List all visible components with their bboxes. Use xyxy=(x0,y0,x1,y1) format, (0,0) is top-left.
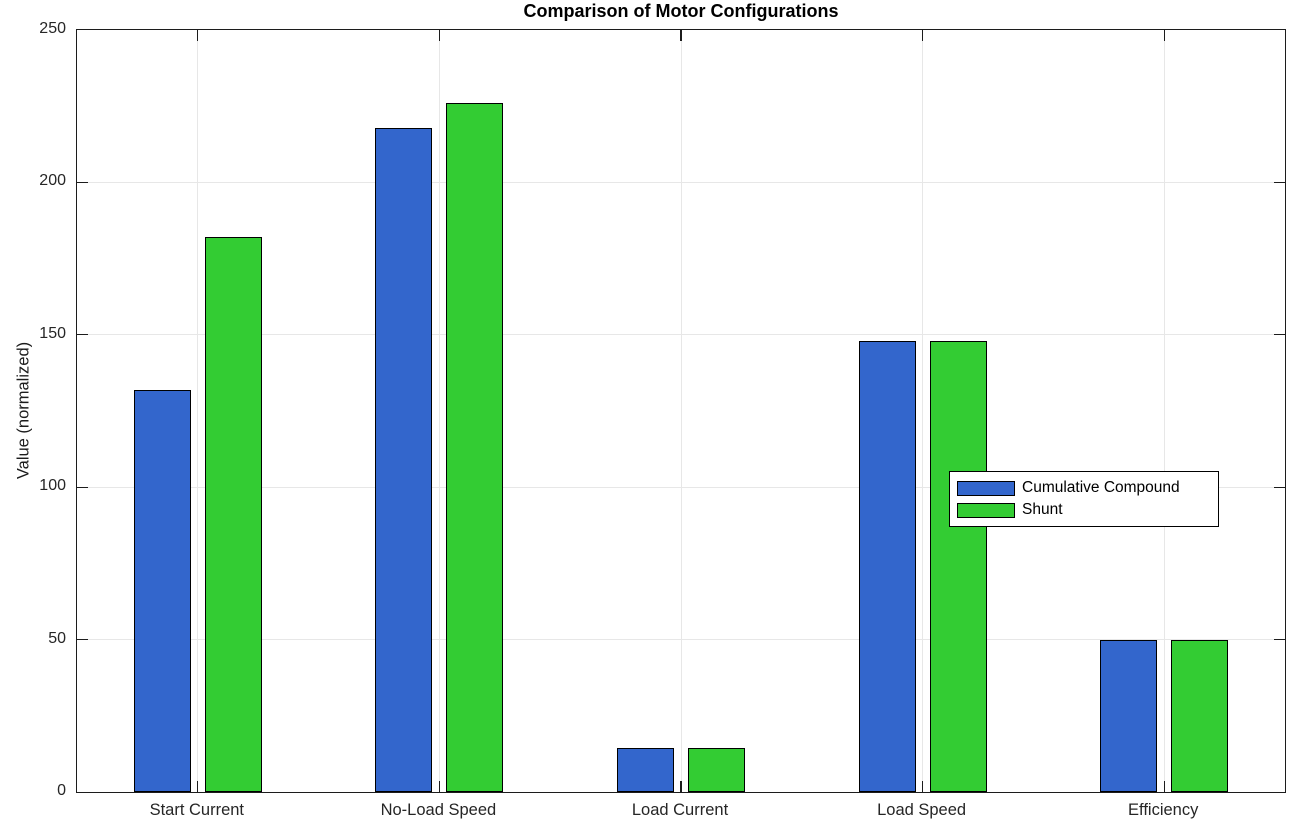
legend-label: Cumulative Compound xyxy=(1022,479,1180,496)
gridline-vertical xyxy=(922,30,924,792)
gridline-vertical xyxy=(1163,30,1165,792)
x-tick-mark-bottom xyxy=(680,781,682,792)
y-tick-label: 250 xyxy=(39,20,66,37)
bar-shunt-no-load-speed xyxy=(446,103,504,792)
bar-cumulative-compound-load-current xyxy=(617,747,674,792)
y-tick-mark-left xyxy=(77,334,88,336)
legend-item: Shunt xyxy=(957,499,1210,521)
y-tick-label: 200 xyxy=(39,172,66,190)
x-tick-label: Efficiency xyxy=(1128,801,1199,819)
y-tick-mark-left xyxy=(77,486,88,488)
chart-title: Comparison of Motor Configurations xyxy=(523,1,839,21)
gridline-vertical xyxy=(438,30,440,792)
legend-item: Cumulative Compound xyxy=(957,477,1210,499)
legend-swatch-shunt xyxy=(957,502,1015,518)
legend: Cumulative Compound Shunt xyxy=(949,471,1219,527)
gridline-vertical xyxy=(197,30,199,792)
bar-cumulative-compound-no-load-speed xyxy=(375,127,433,792)
y-tick-label: 50 xyxy=(48,629,66,647)
x-tick-mark-bottom xyxy=(922,781,924,792)
bar-shunt-efficiency xyxy=(1171,639,1229,792)
y-tick-mark-right xyxy=(1274,334,1285,336)
x-tick-mark-top xyxy=(197,30,199,41)
bar-cumulative-compound-efficiency xyxy=(1100,639,1158,792)
x-tick-mark-bottom xyxy=(1163,781,1165,792)
x-tick-mark-bottom xyxy=(197,781,199,792)
x-tick-label: Load Current xyxy=(631,801,729,819)
x-tick-label: Start Current xyxy=(149,801,245,819)
x-tick-mark-top xyxy=(680,30,682,41)
x-tick-mark-top xyxy=(922,30,924,41)
x-tick-mark-bottom xyxy=(438,781,440,792)
bar-shunt-load-speed xyxy=(929,340,987,792)
x-tick-label: Load Speed xyxy=(877,801,967,819)
x-tick-mark-top xyxy=(438,30,440,41)
y-tick-mark-left xyxy=(77,639,88,641)
y-tick-label: 100 xyxy=(39,477,66,495)
x-tick-label: No-Load Speed xyxy=(380,801,497,819)
legend-label: Shunt xyxy=(1022,501,1063,518)
bar-shunt-load-current xyxy=(688,747,745,792)
y-tick-mark-right xyxy=(1274,639,1285,641)
y-tick-mark-right xyxy=(1274,181,1285,183)
legend-swatch-cumulative-compound xyxy=(957,480,1015,496)
gridline-vertical xyxy=(680,30,682,792)
plot-area: Cumulative Compound Shunt xyxy=(76,29,1286,793)
y-tick-mark-right xyxy=(1274,486,1285,488)
y-tick-label: 0 xyxy=(57,782,66,799)
bar-shunt-start-current xyxy=(204,237,262,792)
y-tick-mark-left xyxy=(77,181,88,183)
y-tick-label: 150 xyxy=(39,324,66,342)
x-tick-mark-top xyxy=(1163,30,1165,41)
bar-cumulative-compound-load-speed xyxy=(858,340,916,792)
y-axis-label: Value (normalized) xyxy=(14,341,33,480)
bar-cumulative-compound-start-current xyxy=(133,389,191,792)
